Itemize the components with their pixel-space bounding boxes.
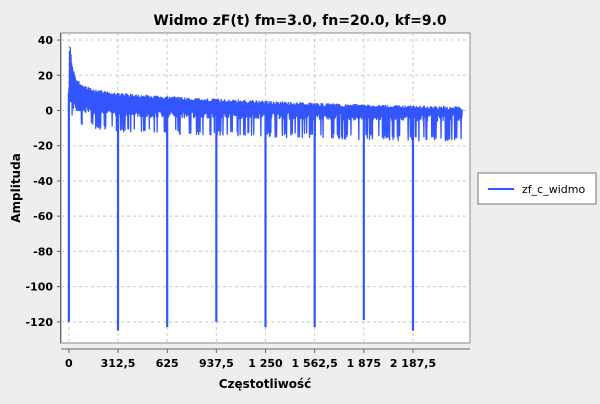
x-tick-label: 1 562,5	[292, 357, 338, 370]
y-tick-label: -40	[33, 175, 53, 188]
x-tick-label: 937,5	[199, 357, 234, 370]
y-tick-label: 0	[45, 105, 53, 118]
y-tick-label: -120	[25, 316, 53, 329]
x-tick-label: 1 875	[347, 357, 381, 370]
x-tick-label: 2 187,5	[390, 357, 436, 370]
y-tick-label: -20	[33, 140, 53, 153]
y-tick-label: -100	[25, 281, 53, 294]
axes: 40 20 0 -20 -40 -60 -80 -100 -120 0 312,5 625 937,5 1…	[25, 33, 470, 370]
series-layer	[67, 46, 463, 331]
legend: zf_c_widmo	[477, 172, 597, 205]
y-tick-label: 20	[38, 69, 54, 82]
x-tick-label: 312,5	[101, 357, 136, 370]
x-tick-label: 1 250	[248, 357, 283, 370]
x-tick-label: 625	[156, 357, 179, 370]
x-tick-label: 0	[65, 357, 73, 370]
chart-title: Widmo zF(t) fm=3.0, fn=20.0, kf=9.0	[153, 13, 447, 29]
legend-label: zf_c_widmo	[522, 183, 585, 196]
x-axis-label: Częstotliwość	[219, 377, 312, 391]
y-tick-label: -60	[33, 210, 53, 223]
y-tick-label: 40	[38, 34, 54, 47]
y-axis-label: Amplituda	[9, 153, 23, 223]
y-tick-label: -80	[33, 245, 53, 258]
